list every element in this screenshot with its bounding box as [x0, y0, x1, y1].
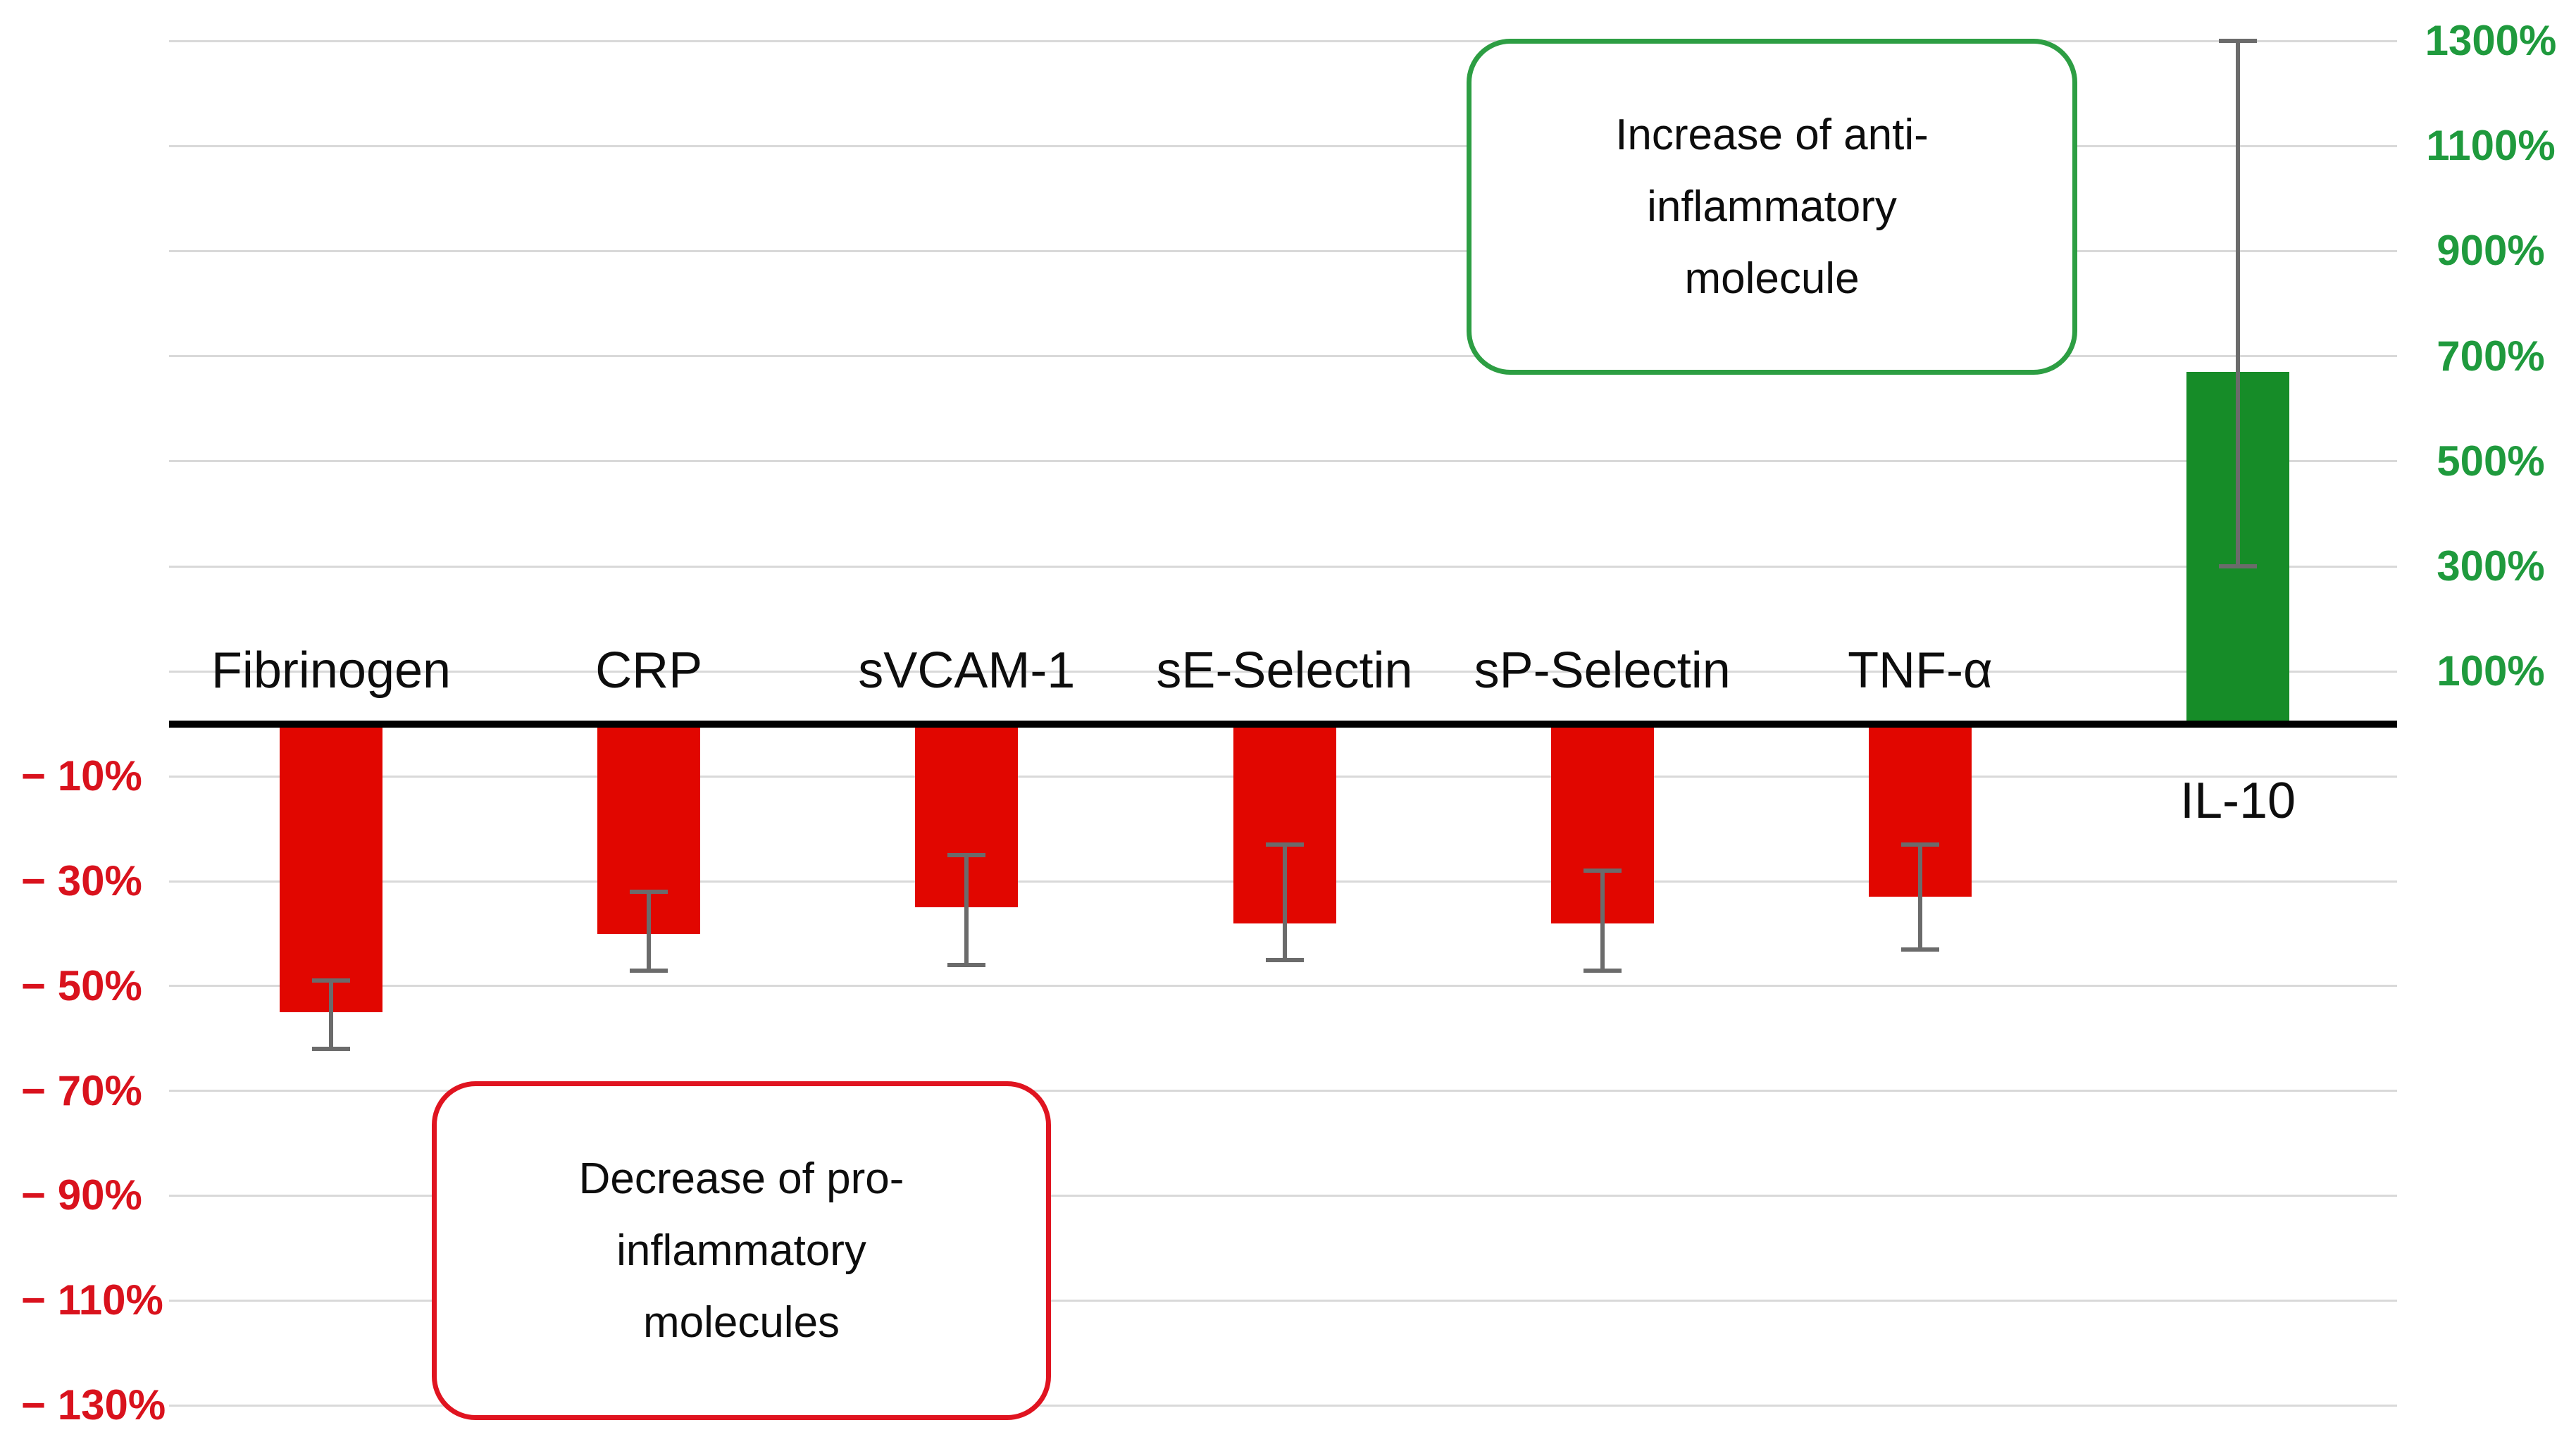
gridline: [169, 144, 2397, 147]
bar-fibrinogen: [280, 724, 382, 1013]
error-bar-cap-bottom-sp-selectin: [1583, 968, 1622, 973]
right-axis-tick-label: 500%: [2437, 437, 2545, 485]
right-axis-tick-label: 1100%: [2426, 122, 2556, 170]
error-bar-cap-bottom-svcam-1: [947, 963, 986, 968]
error-bar-line-fibrinogen: [329, 981, 333, 1050]
category-label-sp-selectin: sP-Selectin: [1474, 642, 1731, 699]
error-bar-cap-bottom-il-10: [2219, 564, 2258, 569]
error-bar-line-crp: [647, 892, 652, 971]
left-axis-tick-label: − 10%: [21, 752, 142, 800]
gridline: [169, 1404, 2397, 1407]
category-label-tnf-: TNF-α: [1848, 642, 1993, 699]
error-bar-line-tnf-: [1917, 845, 1922, 950]
error-bar-cap-top-fibrinogen: [312, 978, 350, 983]
left-axis-tick-label: − 50%: [21, 961, 142, 1009]
error-bar-line-sp-selectin: [1600, 871, 1605, 971]
gridline: [169, 985, 2397, 988]
right-axis-tick-label: 900%: [2437, 227, 2545, 275]
gridline: [169, 249, 2397, 252]
gridline: [169, 355, 2397, 358]
error-bar-line-se-selectin: [1282, 845, 1287, 960]
gridline: [169, 39, 2397, 42]
error-bar-cap-bottom-se-selectin: [1265, 957, 1304, 962]
category-label-crp: CRP: [595, 642, 703, 699]
error-bar-cap-top-tnf-: [1900, 842, 1939, 847]
right-axis-tick-label: 1300%: [2425, 17, 2557, 64]
error-bar-line-svcam-1: [964, 854, 969, 966]
gridline: [169, 1090, 2397, 1093]
error-bar-line-il-10: [2236, 41, 2241, 567]
left-axis-tick-label: − 70%: [21, 1066, 142, 1114]
gridline: [169, 1194, 2397, 1197]
error-bar-cap-top-se-selectin: [1265, 842, 1304, 847]
zero-baseline: [169, 721, 2397, 728]
error-bar-cap-top-sp-selectin: [1583, 869, 1622, 873]
error-bar-cap-bottom-crp: [630, 968, 668, 973]
right-axis-tick-label: 100%: [2437, 647, 2545, 695]
left-axis-tick-label: − 30%: [21, 857, 142, 905]
error-bar-cap-top-svcam-1: [947, 852, 986, 857]
gridline: [169, 1299, 2397, 1302]
category-label-se-selectin: sE-Selectin: [1156, 642, 1413, 699]
gridline: [169, 670, 2397, 673]
gridline: [169, 565, 2397, 568]
error-bar-cap-top-crp: [630, 890, 668, 895]
right-axis-tick-label: 300%: [2437, 542, 2545, 590]
left-axis-tick-label: − 90%: [21, 1171, 142, 1219]
left-axis-tick-label: − 110%: [21, 1276, 163, 1324]
right-axis-tick-label: 700%: [2437, 332, 2545, 380]
category-label-svcam-1: sVCAM-1: [858, 642, 1076, 699]
category-label-fibrinogen: Fibrinogen: [211, 642, 452, 699]
error-bar-cap-bottom-tnf-: [1900, 947, 1939, 952]
error-bar-cap-bottom-fibrinogen: [312, 1047, 350, 1052]
gridline: [169, 460, 2397, 463]
left-axis-tick-label: − 130%: [21, 1381, 166, 1429]
category-label-il-10: IL-10: [2179, 773, 2296, 829]
error-bar-cap-top-il-10: [2219, 39, 2258, 43]
